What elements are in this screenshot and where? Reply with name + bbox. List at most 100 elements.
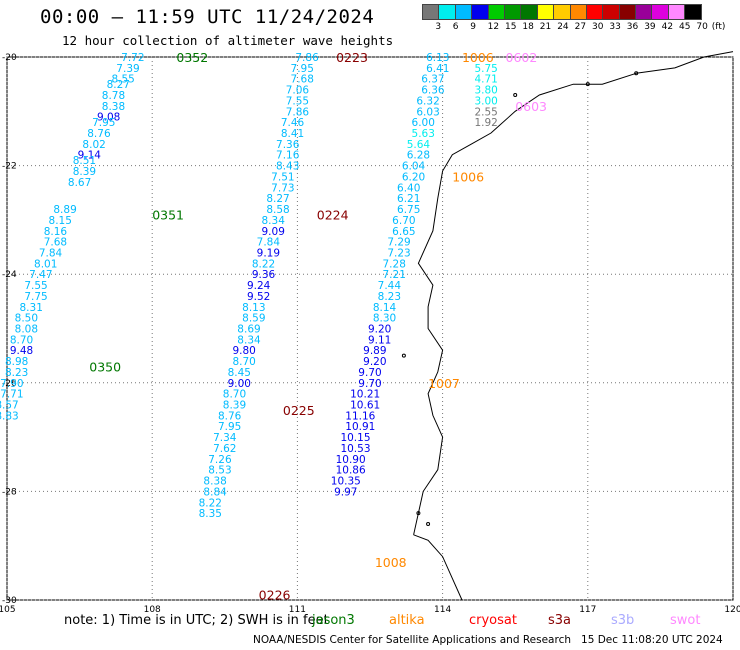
- lon-tick-label: 111: [289, 605, 306, 615]
- swh-value: 7.06: [286, 85, 310, 97]
- swh-value: 10.15: [340, 432, 370, 444]
- swh-value: 8.58: [266, 204, 289, 216]
- lon-tick-label: 117: [579, 605, 596, 615]
- color-scale-bar: [422, 4, 702, 20]
- lat-tick-label: -24: [2, 270, 17, 280]
- swh-value: 9.48: [10, 345, 33, 357]
- swh-value: 6.36: [421, 85, 445, 97]
- swh-value: 6.21: [397, 193, 420, 205]
- swh-value: 9.11: [368, 334, 391, 346]
- pass-time-label: 0226: [259, 588, 291, 603]
- swh-value: 6.04: [402, 161, 426, 173]
- pass-time-label: 0223: [336, 50, 368, 65]
- swh-value: 11.16: [345, 410, 375, 422]
- swh-value: 9.97: [334, 486, 357, 498]
- swh-value: 7.55: [286, 95, 309, 107]
- color-swatch: [684, 4, 702, 20]
- swh-value: 6.28: [407, 150, 430, 162]
- swh-value: 6.13: [426, 52, 449, 64]
- swh-value: 10.35: [331, 476, 361, 488]
- color-scale-tick: 33: [609, 22, 621, 32]
- swh-value: 7.47: [29, 269, 52, 281]
- mission-label: jason3: [312, 613, 355, 628]
- swh-value: 8.84: [203, 486, 227, 498]
- page-title: 00:00 – 11:59 UTC 11/24/2024: [40, 6, 375, 28]
- mission-label: s3b: [611, 613, 635, 628]
- swh-value: 8.31: [20, 302, 43, 314]
- swh-value: 9.20: [368, 324, 391, 336]
- swh-value: 9.36: [252, 269, 276, 281]
- swh-value: 7.95: [92, 117, 115, 129]
- lat-tick-label: -30: [2, 596, 17, 606]
- swh-value: 7.26: [208, 454, 232, 466]
- swh-value: 8.69: [237, 324, 260, 336]
- swh-value: 7.68: [44, 237, 67, 249]
- swh-value: 6.00: [412, 117, 435, 129]
- color-scale-tick: 70: [696, 22, 708, 32]
- swh-value: 7.34: [213, 432, 237, 444]
- swh-value: 2.55: [474, 106, 497, 118]
- swh-value: 8.13: [242, 302, 265, 314]
- swh-value: 8.23: [378, 291, 401, 303]
- footer-note: note: 1) Time is in UTC; 2) SWH is in fe…: [64, 613, 329, 628]
- mission-label: altika: [389, 613, 425, 628]
- color-scale-tick: 9: [470, 22, 476, 32]
- coastline: [413, 51, 734, 535]
- swh-value: 10.61: [350, 400, 380, 412]
- color-scale-tick: 15: [505, 22, 517, 32]
- island: [401, 353, 406, 358]
- swh-value: 9.70: [358, 367, 381, 379]
- lon-tick-label: 108: [144, 605, 161, 615]
- swh-value: 7.28: [383, 258, 406, 270]
- island: [426, 521, 431, 526]
- swh-value: 8.70: [232, 356, 255, 368]
- swh-value: 8.35: [199, 508, 222, 520]
- swh-value: 8.01: [34, 258, 57, 270]
- swh-value: 6.37: [421, 74, 444, 86]
- swh-value: 8.16: [44, 226, 68, 238]
- swh-value: 7.21: [383, 269, 406, 281]
- swh-value: 8.76: [87, 128, 111, 140]
- swh-value: 7.95: [218, 421, 241, 433]
- swh-value: 8.38: [203, 476, 226, 488]
- color-scale-tick: 45: [679, 22, 691, 32]
- swh-value: 8.78: [102, 90, 125, 102]
- map-frame: [6, 56, 734, 601]
- color-scale-tick: 24: [557, 22, 569, 32]
- swh-value: 7.84: [257, 237, 281, 249]
- island: [513, 93, 518, 98]
- credit-line: NOAA/NESDIS Center for Satellite Applica…: [253, 634, 723, 646]
- lat-tick-label: -26: [2, 379, 17, 389]
- color-scale-tick: 3: [435, 22, 442, 32]
- color-scale-tick: 18: [522, 22, 534, 32]
- pass-time-label: 0225: [283, 403, 315, 418]
- swh-value: 8.15: [49, 215, 72, 227]
- swh-value: 7.29: [387, 237, 410, 249]
- pass-time-label: 1006: [462, 50, 494, 65]
- swh-value: 8.38: [102, 101, 125, 113]
- pass-time-label: 0352: [176, 50, 208, 65]
- swh-value: 10.91: [345, 421, 375, 433]
- swh-value: 8.41: [281, 128, 304, 140]
- swh-value: 8.55: [111, 74, 134, 86]
- swh-value: 7.39: [116, 63, 139, 75]
- color-scale-tick: 42: [661, 22, 674, 32]
- swh-value: 7.46: [281, 117, 305, 129]
- color-scale-tick: 36: [626, 22, 639, 32]
- swh-value: 6.65: [392, 226, 415, 238]
- swh-value: 9.70: [358, 378, 381, 390]
- color-scale-tick: 21: [539, 22, 552, 32]
- swh-value: 6.70: [392, 215, 415, 227]
- swh-value: 6.40: [397, 182, 420, 194]
- swh-value: 8.70: [10, 334, 33, 346]
- lat-tick-label: -28: [2, 487, 17, 497]
- swh-value: 5.63: [412, 128, 435, 140]
- swh-value: 8.76: [218, 410, 242, 422]
- pass-time-label: 0602: [506, 50, 538, 65]
- lon-tick-label: 120: [724, 605, 740, 615]
- swh-value: 7.51: [271, 171, 294, 183]
- swh-value: 8.70: [223, 389, 246, 401]
- swh-value: 1.92: [474, 117, 497, 129]
- swh-value: 6.20: [402, 171, 425, 183]
